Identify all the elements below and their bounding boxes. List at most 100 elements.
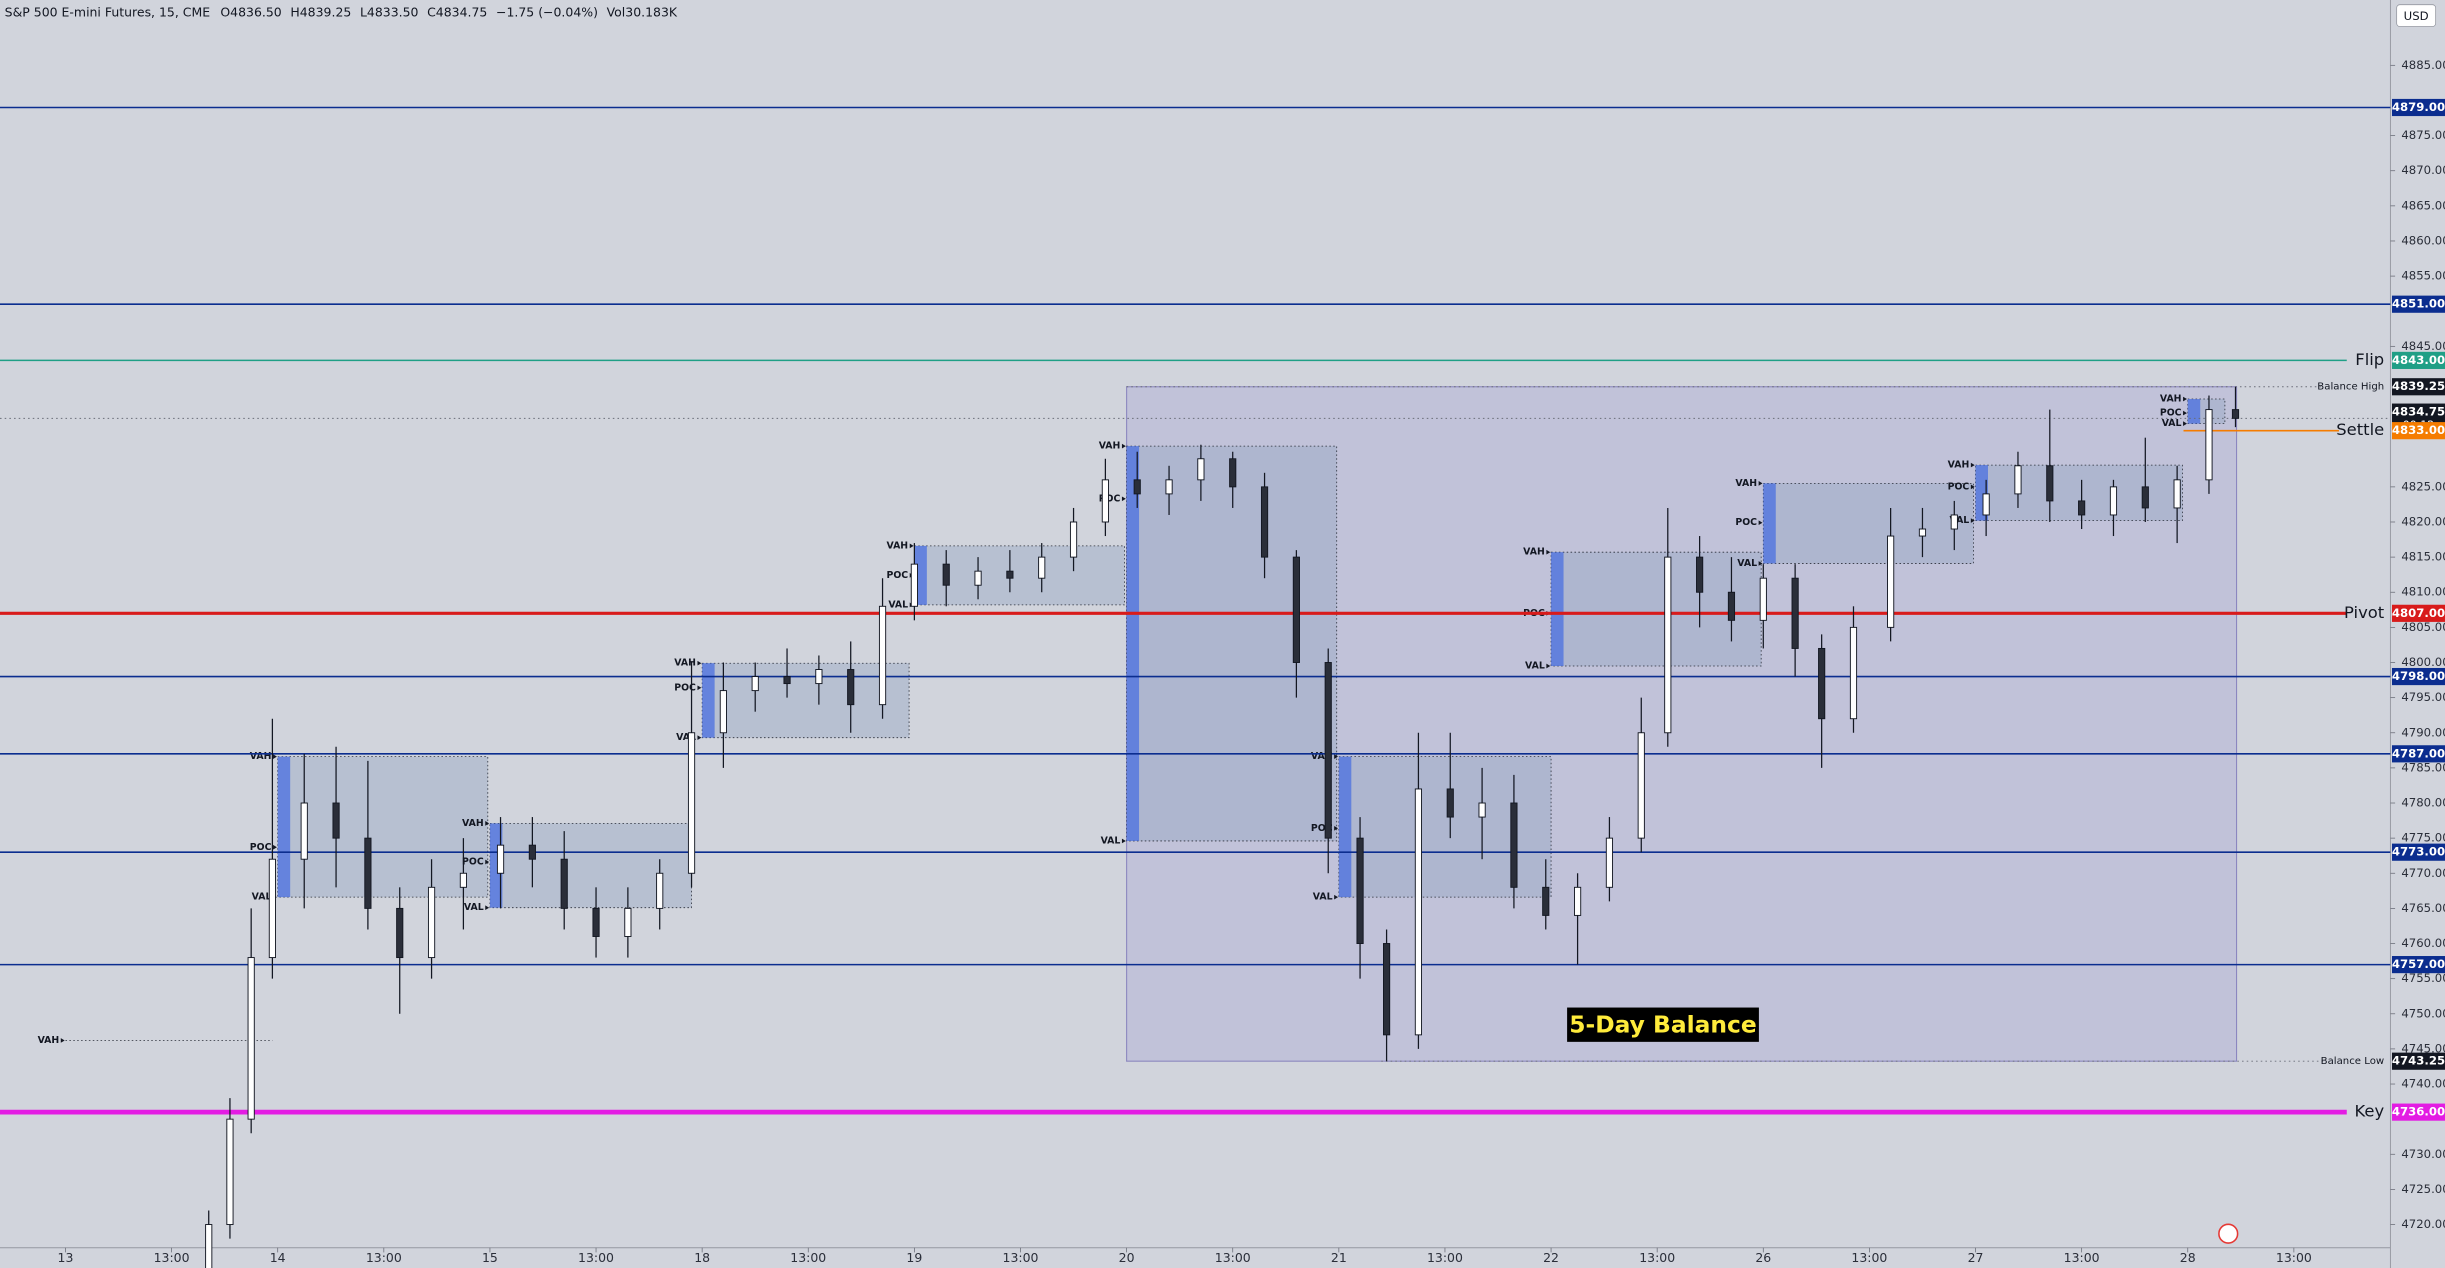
profile-marker bbox=[1334, 894, 1339, 900]
price-label: 4851.00 bbox=[2392, 297, 2445, 311]
profile-label: VAH bbox=[2160, 394, 2182, 405]
candle-body bbox=[687, 732, 696, 874]
profile-label: VAL bbox=[1313, 892, 1333, 903]
profile-label: POC bbox=[674, 682, 696, 693]
price-label-bg bbox=[2391, 843, 2445, 861]
profile-marker bbox=[2183, 396, 2187, 402]
profile-label: VAH bbox=[1099, 441, 1121, 452]
candle-body bbox=[1165, 479, 1173, 495]
candle-body bbox=[624, 907, 632, 937]
y-tick-label: 4745.00 bbox=[2401, 1041, 2445, 1055]
x-tick-label: 14 bbox=[270, 1250, 286, 1265]
candle-body bbox=[1324, 662, 1332, 839]
profile-label: POC bbox=[886, 570, 908, 581]
x-tick-label: 13:00 bbox=[1003, 1250, 1039, 1265]
profile-marker bbox=[697, 685, 702, 691]
level-name: Settle bbox=[2336, 420, 2384, 439]
profile-label: VAH bbox=[886, 540, 908, 551]
profile-marker bbox=[1121, 838, 1126, 844]
candle-body bbox=[847, 669, 855, 706]
profile-marker bbox=[485, 905, 490, 911]
candle-body bbox=[1542, 886, 1550, 916]
candle-body bbox=[332, 802, 340, 839]
profile-label: VAL bbox=[888, 599, 908, 610]
candle-body bbox=[1356, 837, 1364, 944]
candle-body bbox=[2173, 479, 2181, 509]
x-tick-label: 13:00 bbox=[1851, 1250, 1887, 1265]
profile-label: VAH bbox=[1735, 478, 1757, 489]
profile-marker bbox=[273, 754, 277, 759]
candles bbox=[205, 386, 2240, 1268]
profile-marker bbox=[1546, 663, 1551, 669]
candle-body bbox=[2205, 409, 2213, 481]
profile-label: POC bbox=[250, 842, 272, 853]
x-tick-label: 28 bbox=[2180, 1250, 2196, 1265]
price-label: 4833.00 bbox=[2392, 423, 2445, 437]
header: S&P 500 E-mini Futures, 15, CME O4836.50… bbox=[5, 4, 678, 19]
candle-body bbox=[1818, 647, 1826, 720]
candle-body bbox=[1574, 886, 1582, 916]
y-tick-label: 4720.00 bbox=[2401, 1217, 2445, 1231]
profile-label: VAL bbox=[1525, 661, 1545, 672]
profile-label: POC bbox=[1099, 493, 1121, 504]
candle-body bbox=[974, 570, 982, 586]
candle-body bbox=[942, 563, 950, 586]
ohlc-key: L bbox=[360, 4, 367, 19]
candle-body bbox=[719, 690, 727, 734]
profile-label: POC bbox=[1948, 481, 1970, 492]
price-label: 4736.00 bbox=[2392, 1105, 2445, 1119]
ohlc-key: H bbox=[290, 4, 299, 19]
currency-label[interactable]: USD bbox=[2404, 9, 2429, 23]
levels: Flip Balance High Settle Pivot Balance Low Ke… bbox=[0, 106, 2391, 1121]
profile-marker bbox=[697, 660, 702, 666]
candle-body bbox=[226, 1118, 234, 1226]
candle-body bbox=[1791, 577, 1799, 649]
candle-body bbox=[1292, 556, 1300, 663]
y-tick-label: 4865.00 bbox=[2401, 198, 2445, 212]
candle-body bbox=[592, 907, 600, 937]
x-tick-label: 13:00 bbox=[2064, 1250, 2100, 1265]
y-tick-label: 4750.00 bbox=[2401, 1006, 2445, 1020]
price-label: 4834.75 bbox=[2392, 405, 2445, 419]
price-label-bg bbox=[2391, 422, 2445, 440]
replay-icon[interactable] bbox=[2218, 1223, 2239, 1244]
price-label: 4757.00 bbox=[2392, 957, 2445, 971]
y-tick-label: 4805.00 bbox=[2401, 620, 2445, 634]
candle-body bbox=[560, 858, 568, 909]
candle-body bbox=[1038, 556, 1046, 579]
y-tick-label: 4795.00 bbox=[2401, 690, 2445, 704]
profile-label: VAH bbox=[1948, 460, 1970, 471]
profile-histogram bbox=[702, 663, 715, 738]
y-tick-label: 4820.00 bbox=[2401, 514, 2445, 528]
price-label-bg bbox=[2391, 956, 2445, 974]
candle-body bbox=[364, 837, 372, 909]
price-label-bg bbox=[2391, 1103, 2445, 1121]
axes: 4879.004851.004843.004839.254834.7500:12… bbox=[58, 58, 2445, 1265]
y-tick-label: 4815.00 bbox=[2401, 550, 2445, 564]
candle-body bbox=[247, 957, 255, 1120]
price-label-bg bbox=[2391, 98, 2445, 117]
boxes: VAH VAH POC VAL VAH POC VAL VAH POC VAL VAH POC VAL V… bbox=[38, 386, 2238, 1062]
x-tick-label: 13:00 bbox=[578, 1250, 614, 1265]
candle-body bbox=[2014, 465, 2022, 495]
profile-marker bbox=[1758, 561, 1763, 566]
profile-label: VAL bbox=[1737, 558, 1757, 569]
currency-button[interactable] bbox=[2396, 4, 2437, 27]
x-tick-label: 13:00 bbox=[366, 1250, 402, 1265]
candle-body bbox=[2141, 486, 2149, 509]
candle-body bbox=[1727, 591, 1736, 621]
candle-body bbox=[815, 669, 823, 685]
ohlc-value: 4833.50 bbox=[367, 4, 419, 19]
y-tick-label: 4725.00 bbox=[2401, 1182, 2445, 1196]
x-tick-label: 15 bbox=[482, 1250, 498, 1265]
x-tick-label: 13 bbox=[58, 1250, 74, 1265]
profile-marker bbox=[1758, 481, 1763, 486]
x-tick-label: 22 bbox=[1543, 1250, 1559, 1265]
candle-body bbox=[2109, 486, 2118, 516]
profile-marker bbox=[2183, 410, 2187, 416]
y-tick-label: 4800.00 bbox=[2401, 655, 2445, 669]
profile-label: VAL bbox=[1949, 515, 1969, 526]
y-tick-label: 4860.00 bbox=[2401, 233, 2445, 247]
